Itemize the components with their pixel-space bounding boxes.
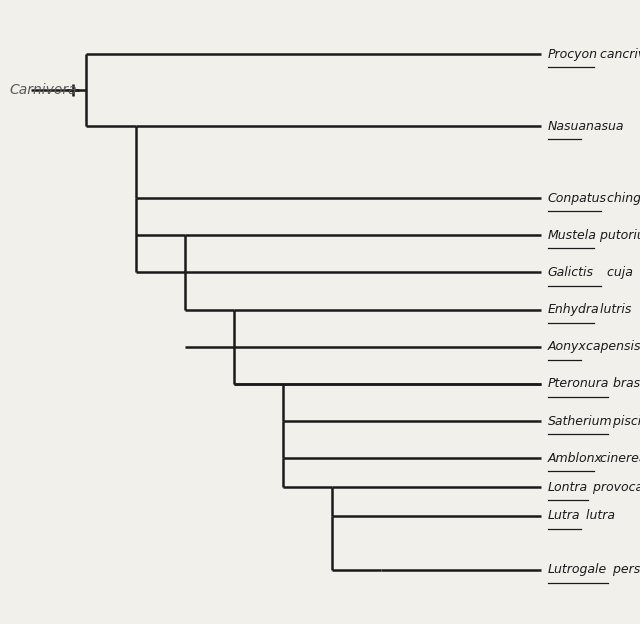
Text: Galictis: Galictis — [547, 266, 593, 279]
Text: cancrivorus: cancrivorus — [596, 47, 640, 61]
Text: piscinarium: piscinarium — [609, 414, 640, 427]
Text: Amblonx: Amblonx — [547, 452, 602, 465]
Text: cuja: cuja — [603, 266, 632, 279]
Text: Lontra: Lontra — [547, 480, 588, 494]
Text: lutra: lutra — [582, 509, 615, 522]
Text: Enhydra: Enhydra — [547, 303, 599, 316]
Text: Lutrogale: Lutrogale — [547, 563, 607, 577]
Text: Pteronura: Pteronura — [547, 378, 609, 391]
Text: Mustela: Mustela — [547, 229, 596, 241]
Text: Lutra: Lutra — [547, 509, 580, 522]
Text: Aonyx: Aonyx — [547, 340, 586, 353]
Text: capensis: capensis — [582, 340, 640, 353]
Text: nasua: nasua — [582, 120, 623, 133]
Text: brasiliensis: brasiliensis — [609, 378, 640, 391]
Text: chinga: chinga — [603, 192, 640, 205]
Text: perspicillata: perspicillata — [609, 563, 640, 577]
Text: putorius: putorius — [596, 229, 640, 241]
Text: lutris: lutris — [596, 303, 631, 316]
Text: Procyon: Procyon — [547, 47, 598, 61]
Text: provocax: provocax — [589, 480, 640, 494]
Text: Satherium: Satherium — [547, 414, 612, 427]
Text: Carnivora: Carnivora — [10, 83, 77, 97]
Text: cinerea: cinerea — [596, 452, 640, 465]
Text: Nasua: Nasua — [547, 120, 586, 133]
Text: Conpatus: Conpatus — [547, 192, 607, 205]
